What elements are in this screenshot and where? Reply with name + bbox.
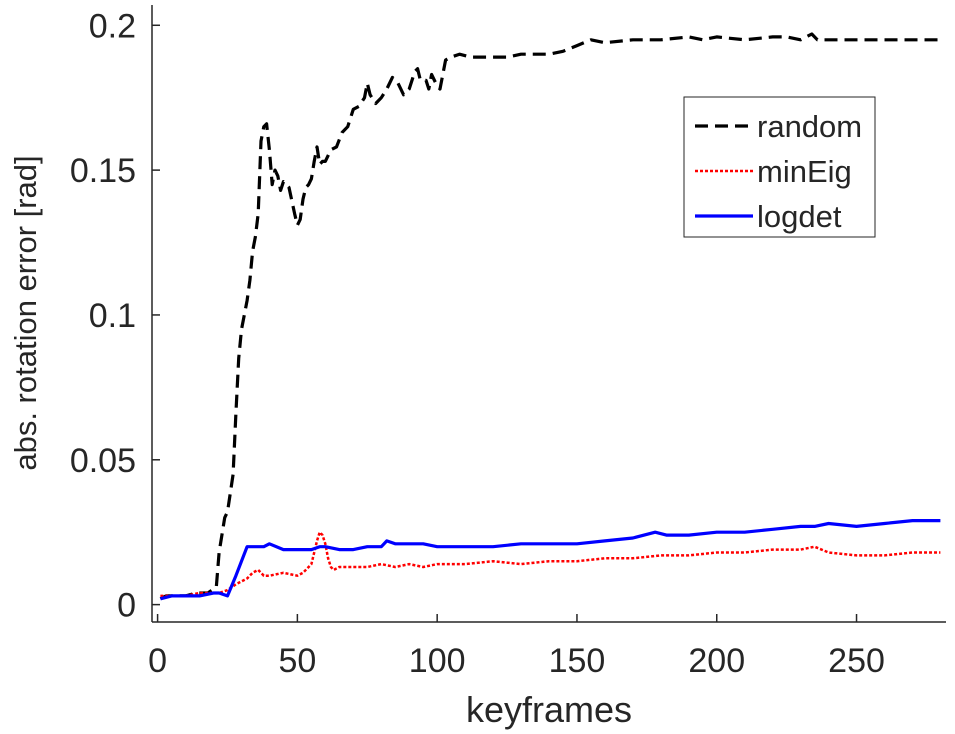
x-axis-label: keyframes xyxy=(466,689,632,730)
y-axis-label: abs. rotation error [rad] xyxy=(8,155,43,470)
legend-label-logdet: logdet xyxy=(757,199,842,234)
legend-label-minEig: minEig xyxy=(757,154,852,189)
series-layer xyxy=(159,32,941,601)
series-line-logdet xyxy=(159,518,941,601)
x-tick-label: 250 xyxy=(828,642,885,680)
x-tick-label: 100 xyxy=(409,642,466,680)
y-ticks: 0 0.05 0.1 0.15 0.2 xyxy=(70,7,160,625)
y-tick-label: 0 xyxy=(117,587,136,625)
legend: random minEig logdet xyxy=(683,96,876,238)
y-tick-label: 0.1 xyxy=(89,297,136,335)
x-tick-label: 150 xyxy=(549,642,606,680)
x-tick-label: 200 xyxy=(688,642,745,680)
y-tick-label: 0.05 xyxy=(70,442,136,480)
x-ticks: 0 50 100 150 200 250 xyxy=(148,614,885,680)
legend-label-random: random xyxy=(757,109,862,144)
legend-box xyxy=(683,96,876,238)
x-tick-label: 50 xyxy=(278,642,316,680)
y-tick-label: 0.2 xyxy=(89,7,136,45)
series-line-minEig xyxy=(160,530,941,598)
x-tick-label: 0 xyxy=(148,642,167,680)
y-tick-label: 0.15 xyxy=(70,152,136,190)
